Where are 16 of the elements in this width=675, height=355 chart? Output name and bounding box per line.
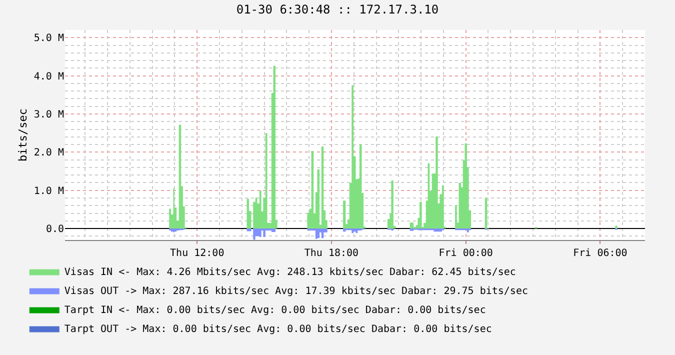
legend-label: Visas OUT -> Max: 287.16 kbits/sec Avg: 17.39 kbits/sec Dabar: 29.75 bits/sec [64, 286, 528, 298]
y-axis-title: bits/sec [16, 108, 30, 162]
x-tick-label: Fri 06:00 [573, 248, 628, 259]
legend-label: Tarpt OUT -> Max: 0.00 bits/sec Avg: 0.00 bits/sec Dabar: 0.00 bits/sec [64, 324, 492, 336]
x-tick-label: Fri 00:00 [438, 248, 493, 259]
x-tick-label: Thu 12:00 [170, 248, 224, 259]
legend-label: Visas IN <- Max: 4.26 Mbits/sec Avg: 248.13 kbits/sec Dabar: 62.45 bits/sec [64, 267, 516, 278]
chart-title: 01-30 6:30:48 :: 172.17.3.10 [236, 2, 439, 17]
y-tick-label: 4.0 M [34, 71, 64, 82]
y-tick-label: 2.0 M [34, 148, 64, 159]
y-tick-label: 5.0 M [34, 33, 64, 44]
y-tick-label: 0.0 [46, 224, 64, 236]
x-tick-label: Thu 18:00 [304, 248, 359, 259]
legend-label: Tarpt IN <- Max: 0.00 bits/sec Avg: 0.00 bits/sec Dabar: 0.00 bits/sec [64, 305, 486, 316]
y-tick-label: 3.0 M [34, 110, 64, 120]
y-tick-label: 1.0 M [34, 186, 64, 197]
